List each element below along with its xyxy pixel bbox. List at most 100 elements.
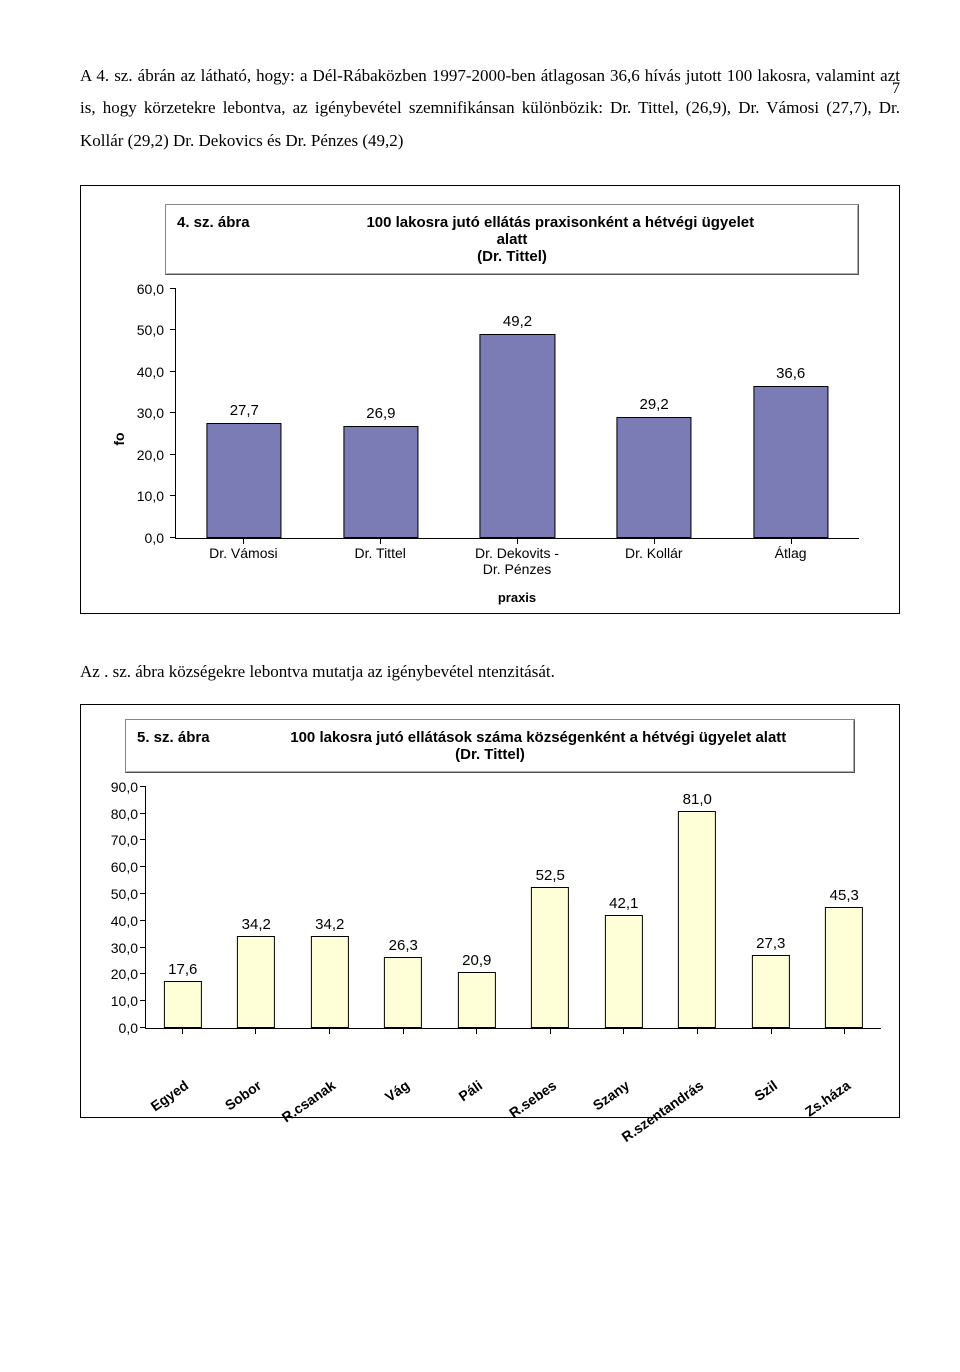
figure-4-title-frame: 4. sz. ábra 100 lakosra jutó ellátás pra… bbox=[165, 204, 859, 275]
figure-4-title-line2: alatt bbox=[177, 231, 847, 248]
chart-2-xtick bbox=[771, 1029, 772, 1034]
chart-2-plot: 17,634,234,226,320,952,542,181,027,345,3… bbox=[145, 787, 881, 1029]
chart-2-cat-label: Szil bbox=[771, 1063, 800, 1090]
chart-2-bar-slot: 20,9 bbox=[440, 787, 514, 1028]
paragraph-1: A 4. sz. ábrán az látható, hogy: a Dél-R… bbox=[80, 60, 900, 157]
chart-1-bar-value: 26,9 bbox=[366, 405, 395, 422]
chart-1-bar bbox=[343, 426, 418, 538]
figure-5-box: 5. sz. ábra 100 lakosra jutó ellátások s… bbox=[80, 704, 900, 1118]
chart-1-cat-slot: Dr. Tittel bbox=[312, 539, 449, 589]
chart-2-bar bbox=[384, 957, 422, 1027]
chart-1-ytick bbox=[170, 495, 176, 496]
chart-2-ytick-label: 50,0 bbox=[100, 886, 138, 902]
chart-2-ytick bbox=[140, 1000, 146, 1001]
chart-2-ytick-label: 60,0 bbox=[100, 859, 138, 875]
chart-1-bars: 27,726,949,229,236,6 bbox=[176, 289, 859, 538]
chart-1-ytick-label: 40,0 bbox=[120, 364, 164, 380]
chart-2-cat-slot: Zs.háza bbox=[807, 1029, 881, 1087]
paragraph-2: Az . sz. ábra községekre lebontva mutatj… bbox=[80, 662, 900, 682]
figure-5-title-line2: (Dr. Tittel) bbox=[137, 746, 843, 763]
figure-4-title-line1: 100 lakosra jutó ellátás praxisonként a … bbox=[274, 214, 847, 231]
chart-2-ytick bbox=[140, 1027, 146, 1028]
chart-2-bar bbox=[752, 955, 790, 1028]
chart-2-bar bbox=[605, 915, 643, 1028]
chart-2-ytick-label: 0,0 bbox=[100, 1020, 138, 1036]
chart-1-ytick-label: 20,0 bbox=[120, 447, 164, 463]
figure-5-title-line1: 100 lakosra jutó ellátások száma községe… bbox=[234, 729, 843, 746]
chart-1-bar bbox=[480, 334, 555, 538]
chart-1-bar-value: 27,7 bbox=[230, 402, 259, 419]
figure-5-tag: 5. sz. ábra bbox=[137, 729, 210, 746]
chart-2-bar-value: 52,5 bbox=[536, 867, 565, 884]
chart-2-cat-label: Páli bbox=[476, 1063, 506, 1090]
chart-1-ytick bbox=[170, 371, 176, 372]
chart-2-ytick bbox=[140, 866, 146, 867]
chart-2-cat-slot: Szany bbox=[587, 1029, 661, 1087]
chart-2-bar bbox=[237, 936, 275, 1028]
chart-1-bar-slot: 36,6 bbox=[722, 289, 859, 538]
chart-2-bar-slot: 34,2 bbox=[293, 787, 367, 1028]
chart-2-cat-slot: Egyed bbox=[145, 1029, 219, 1087]
chart-2-bar-value: 17,6 bbox=[168, 961, 197, 978]
chart-1-bar bbox=[207, 423, 282, 538]
chart-1-ytick-label: 10,0 bbox=[120, 488, 164, 504]
chart-2-cat-slot: R.sebes bbox=[513, 1029, 587, 1087]
chart-1-bar-slot: 27,7 bbox=[176, 289, 313, 538]
chart-2-categories: EgyedSoborR.csanakVágPáliR.sebesSzanyR.s… bbox=[145, 1029, 881, 1087]
chart-2-bar-value: 27,3 bbox=[756, 935, 785, 952]
chart-2-cat-slot: R.csanak bbox=[292, 1029, 366, 1087]
chart-1-ytick bbox=[170, 329, 176, 330]
chart-2-ytick-label: 10,0 bbox=[100, 993, 138, 1009]
chart-2-ytick-label: 40,0 bbox=[100, 913, 138, 929]
chart-1-ytick bbox=[170, 288, 176, 289]
figure-4-tag: 4. sz. ábra bbox=[177, 214, 250, 231]
chart-1-ytick-label: 30,0 bbox=[120, 405, 164, 421]
chart-1-cat-slot: Dr. Kollár bbox=[585, 539, 722, 589]
page-number: 7 bbox=[892, 80, 900, 98]
chart-2-xtick bbox=[844, 1029, 845, 1034]
chart-2-ytick bbox=[140, 813, 146, 814]
chart-1-ytick bbox=[170, 537, 176, 538]
chart-1-ytick-label: 60,0 bbox=[120, 281, 164, 297]
chart-2-ytick bbox=[140, 947, 146, 948]
chart-1-area: fo 27,726,949,229,236,6 0,010,020,030,04… bbox=[105, 289, 875, 589]
chart-2-cat-slot: Sobor bbox=[219, 1029, 293, 1087]
chart-2-bar-value: 42,1 bbox=[609, 895, 638, 912]
chart-2-ytick-label: 30,0 bbox=[100, 940, 138, 956]
chart-1-ylabel: fo bbox=[111, 432, 127, 445]
chart-1-bar bbox=[753, 386, 828, 538]
chart-2-bar-slot: 26,3 bbox=[367, 787, 441, 1028]
chart-2-xtick bbox=[329, 1029, 330, 1034]
chart-1-bar-value: 36,6 bbox=[776, 365, 805, 382]
chart-2-bar-value: 26,3 bbox=[389, 937, 418, 954]
chart-2-bar bbox=[164, 981, 202, 1028]
chart-1-xtick bbox=[654, 539, 655, 544]
chart-2-bar-value: 34,2 bbox=[242, 916, 271, 933]
chart-2-xtick bbox=[403, 1029, 404, 1034]
chart-2-ytick-label: 20,0 bbox=[100, 966, 138, 982]
chart-1-bar-slot: 26,9 bbox=[313, 289, 450, 538]
chart-2-ytick-label: 70,0 bbox=[100, 832, 138, 848]
chart-2-bar-slot: 42,1 bbox=[587, 787, 661, 1028]
chart-2-bar bbox=[531, 887, 569, 1028]
chart-2-bar bbox=[311, 936, 349, 1028]
chart-2-ytick bbox=[140, 839, 146, 840]
chart-1-bar-value: 49,2 bbox=[503, 313, 532, 330]
chart-2-ytick bbox=[140, 786, 146, 787]
chart-2-cat-label: Vág bbox=[403, 1062, 433, 1090]
chart-2-bar-value: 20,9 bbox=[462, 952, 491, 969]
chart-2-bar-slot: 34,2 bbox=[220, 787, 294, 1028]
chart-1-bar bbox=[617, 417, 692, 538]
chart-2-bar bbox=[678, 811, 716, 1028]
chart-2-bar-slot: 52,5 bbox=[514, 787, 588, 1028]
chart-1-ytick bbox=[170, 412, 176, 413]
chart-1-xtick bbox=[243, 539, 244, 544]
figure-4-box: 4. sz. ábra 100 lakosra jutó ellátás pra… bbox=[80, 185, 900, 614]
chart-1-xtick bbox=[517, 539, 518, 544]
chart-2-cat-label: Zs.háza bbox=[844, 1047, 895, 1090]
chart-2-xtick bbox=[255, 1029, 256, 1034]
chart-2-cat-slot: Vág bbox=[366, 1029, 440, 1087]
chart-2-ytick-label: 90,0 bbox=[100, 779, 138, 795]
page: 7 A 4. sz. ábrán az látható, hogy: a Dél… bbox=[0, 60, 960, 1372]
chart-1-cat-slot: Dr. Dekovits -Dr. Pénzes bbox=[449, 539, 586, 589]
